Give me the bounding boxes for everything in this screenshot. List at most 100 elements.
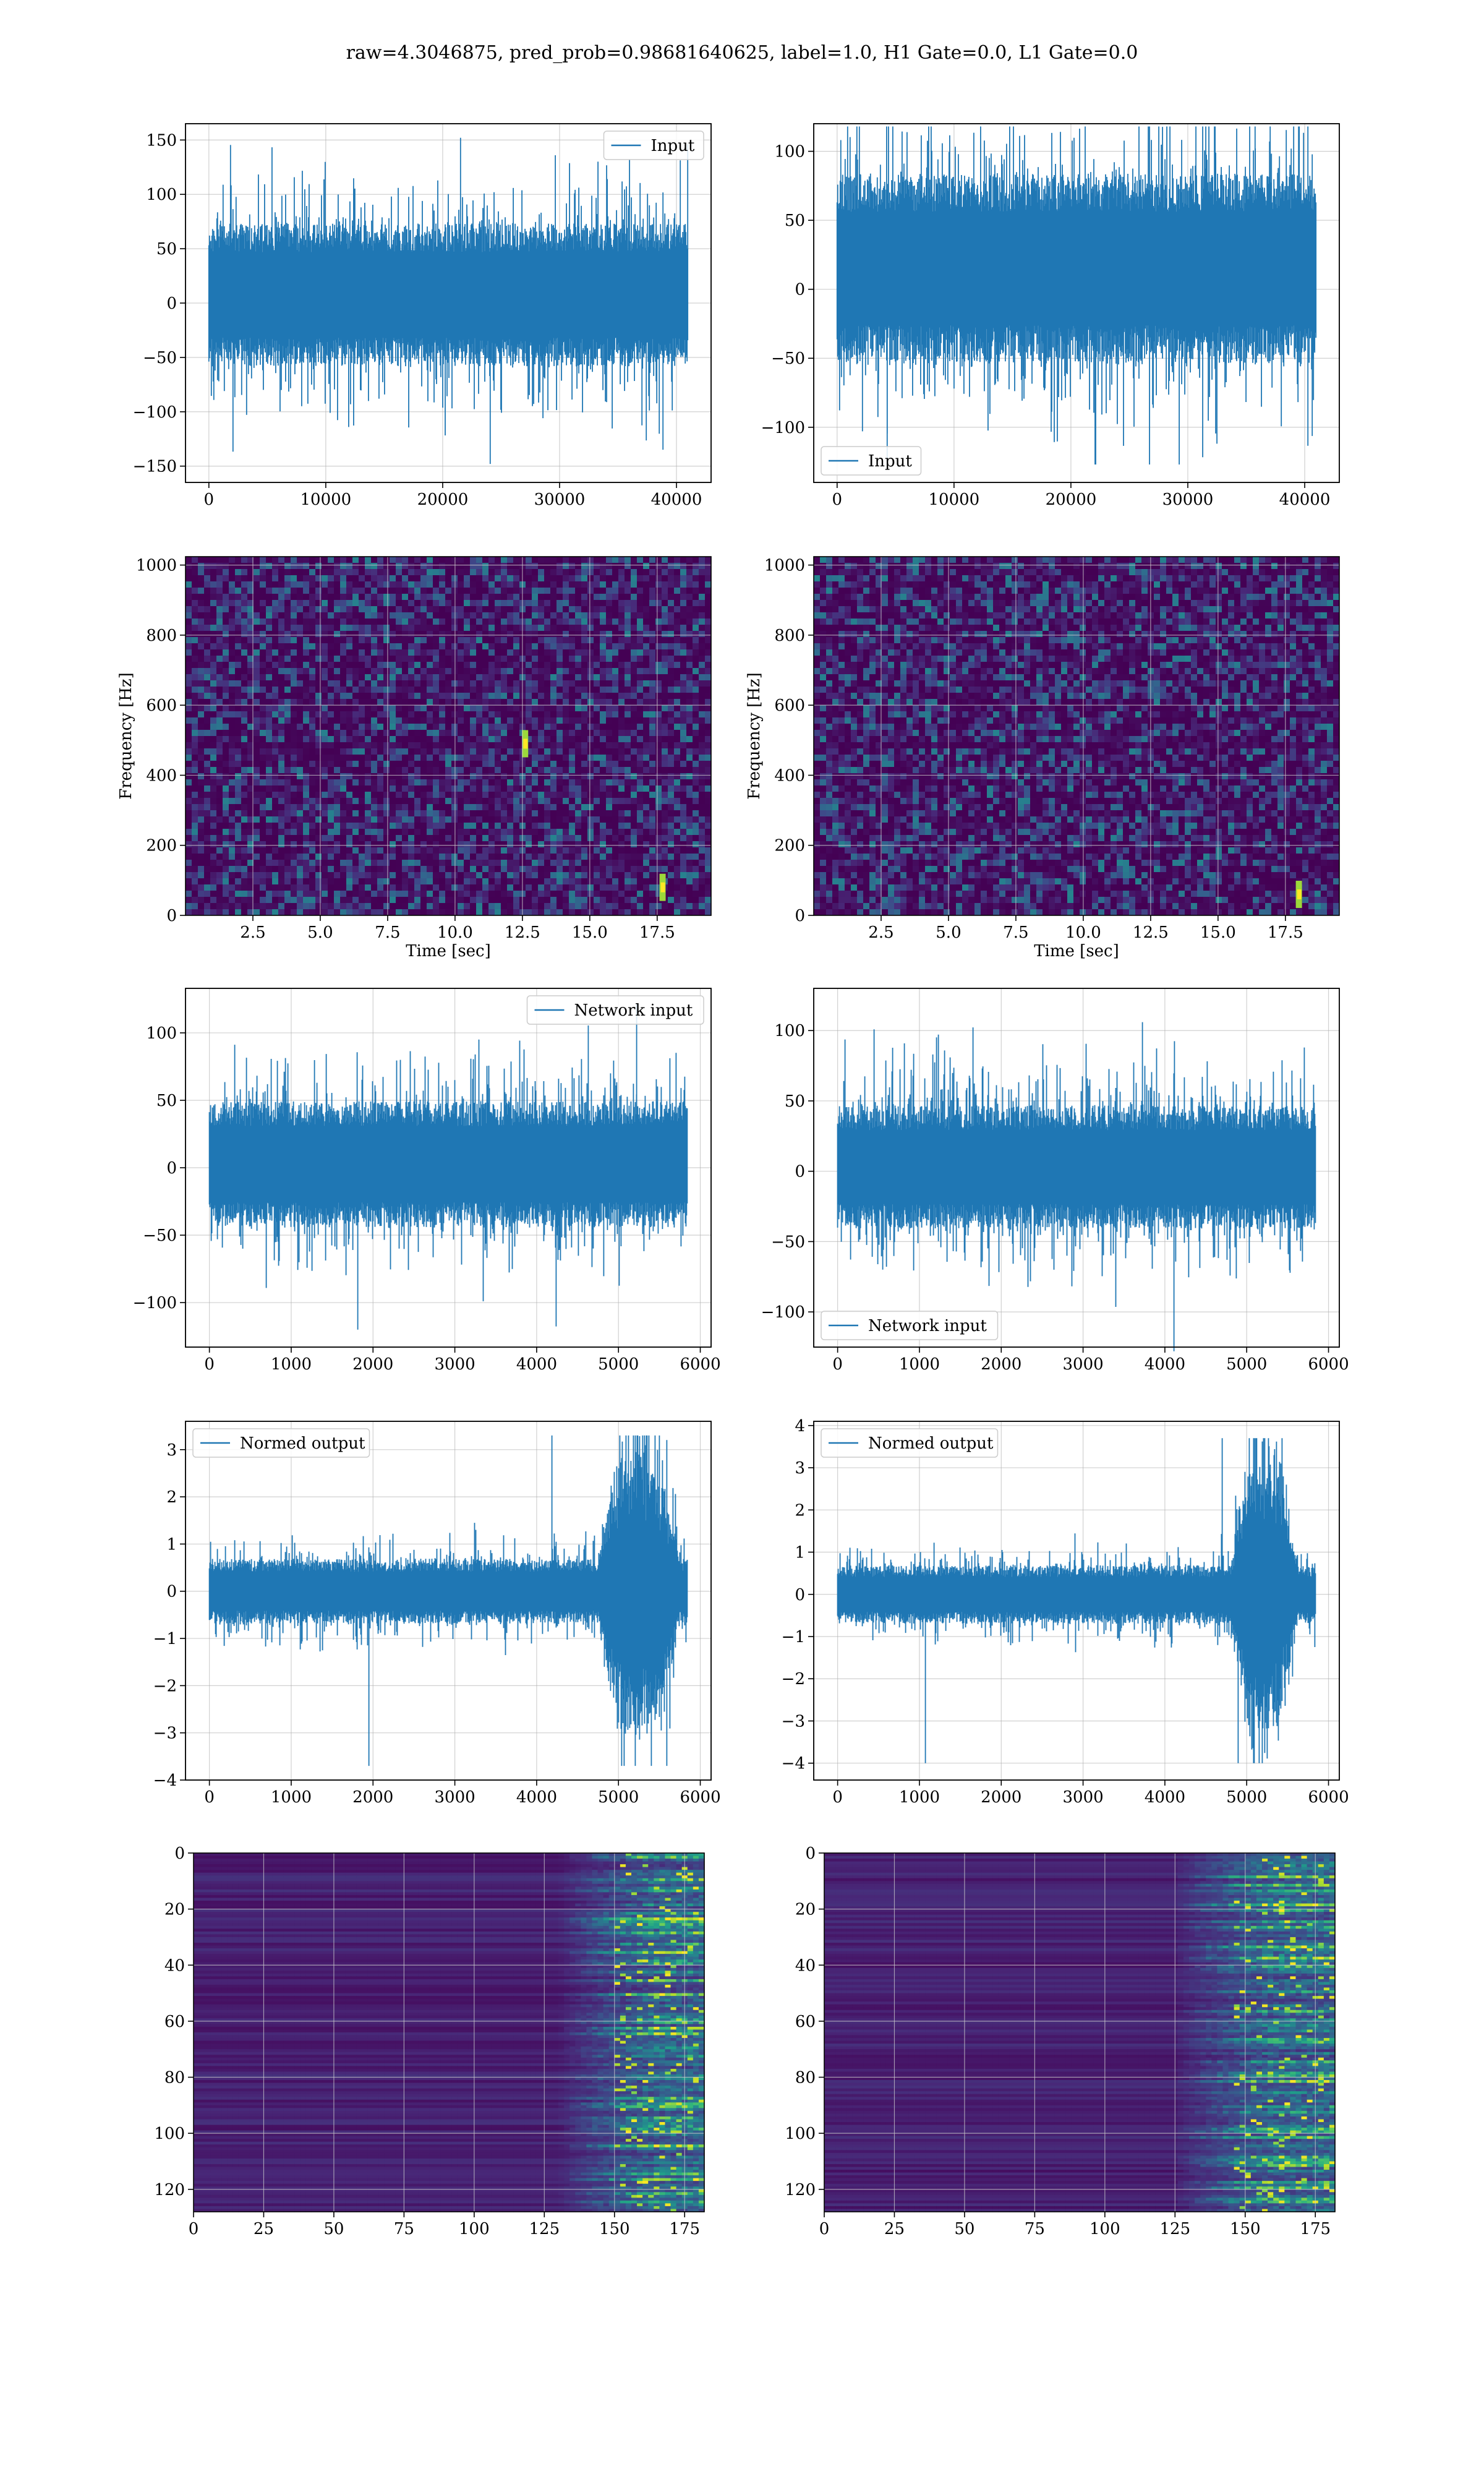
spectrogram-cell bbox=[260, 643, 267, 650]
spectrogram-cell bbox=[674, 724, 681, 730]
spectrogram-cell bbox=[210, 816, 217, 823]
spectrogram-cell bbox=[594, 909, 600, 916]
spectrogram-cell bbox=[464, 860, 471, 867]
spectrogram-cell bbox=[513, 699, 520, 706]
spectrogram-cell bbox=[526, 705, 532, 712]
spectrogram-cell bbox=[414, 705, 421, 712]
spectrogram-cell bbox=[458, 891, 464, 897]
spectrogram-cell bbox=[186, 891, 192, 897]
spectrogram-cell bbox=[198, 891, 205, 897]
spectrogram-cell bbox=[223, 594, 229, 601]
spectrogram-cell bbox=[643, 618, 650, 625]
spectrogram-cell bbox=[198, 903, 205, 910]
spectrogram-cell bbox=[458, 724, 464, 730]
spectrogram-cell bbox=[427, 823, 433, 829]
spectrogram-cell bbox=[359, 878, 365, 885]
spectrogram-cell bbox=[420, 594, 427, 601]
spectrogram-cell bbox=[352, 625, 359, 631]
spectrogram-cell bbox=[315, 724, 322, 730]
spectrogram-cell bbox=[334, 810, 341, 817]
spectrogram-cell bbox=[581, 785, 588, 792]
spectrogram-cell bbox=[297, 588, 304, 594]
spectrogram-cell bbox=[402, 711, 409, 718]
spectrogram-cell bbox=[439, 680, 446, 687]
spectrogram-cell bbox=[439, 711, 446, 718]
spectrogram-cell bbox=[686, 674, 693, 681]
spectrogram-cell bbox=[625, 711, 631, 718]
spectrogram-cell bbox=[192, 841, 198, 848]
spectrogram-cell bbox=[402, 891, 409, 897]
spectrogram-cell bbox=[625, 841, 631, 848]
spectrogram-cell bbox=[581, 699, 588, 706]
spectrogram-cell bbox=[216, 755, 223, 761]
spectrogram-cell bbox=[600, 872, 607, 879]
spectrogram-cell bbox=[334, 878, 341, 885]
spectrogram-cell bbox=[186, 878, 192, 885]
spectrogram-cell bbox=[470, 823, 477, 829]
spectrogram-cell bbox=[266, 897, 273, 904]
spectrogram-cell bbox=[439, 588, 446, 594]
spectrogram-cell bbox=[507, 823, 514, 829]
spectrogram-cell bbox=[216, 730, 223, 737]
spectrogram-cell bbox=[699, 829, 706, 836]
spectrogram-cell bbox=[198, 730, 205, 737]
spectrogram-cell bbox=[414, 612, 421, 619]
spectrogram-cell bbox=[488, 730, 495, 737]
spectrogram-cell bbox=[198, 804, 205, 811]
spectrogram-cell bbox=[272, 575, 279, 582]
spectrogram-cell bbox=[668, 717, 675, 724]
spectrogram-cell bbox=[575, 699, 582, 706]
spectrogram-cell bbox=[674, 606, 681, 613]
spectrogram-cell bbox=[655, 742, 662, 749]
spectrogram-cell bbox=[260, 823, 267, 829]
spectrogram-cell bbox=[198, 897, 205, 904]
spectrogram-cell bbox=[334, 600, 341, 607]
spectrogram-cell bbox=[625, 736, 631, 743]
spectrogram-cell bbox=[594, 581, 600, 588]
spectrogram-cell bbox=[235, 829, 242, 836]
spectrogram-cell bbox=[204, 785, 211, 792]
spectrogram-cell bbox=[408, 909, 415, 916]
spectrogram-cell bbox=[581, 637, 588, 644]
spectrogram-cell bbox=[266, 736, 273, 743]
spectrogram-cell bbox=[396, 866, 403, 873]
spectrogram-cell bbox=[587, 785, 594, 792]
spectrogram-cell bbox=[556, 854, 563, 860]
spectrogram-cell bbox=[291, 575, 297, 582]
spectrogram-cell bbox=[223, 884, 229, 891]
spectrogram-cell bbox=[291, 767, 297, 774]
spectrogram-cell bbox=[668, 792, 675, 798]
spectrogram-cell bbox=[241, 748, 248, 755]
spectrogram-cell bbox=[291, 631, 297, 638]
spectrogram-cell bbox=[488, 631, 495, 638]
spectrogram-cell bbox=[198, 717, 205, 724]
spectrogram-cell bbox=[420, 748, 427, 755]
spectrogram-cell bbox=[501, 637, 508, 644]
spectrogram-cell bbox=[266, 891, 273, 897]
spectrogram-cell bbox=[278, 792, 285, 798]
spectrogram-cell bbox=[359, 643, 365, 650]
spectrogram-cell bbox=[668, 854, 675, 860]
spectrogram-cell bbox=[699, 785, 706, 792]
spectrogram-cell bbox=[322, 575, 328, 582]
spectrogram-cell bbox=[693, 785, 699, 792]
spectrogram-cell bbox=[334, 594, 341, 601]
spectrogram-cell bbox=[402, 742, 409, 749]
spectrogram-cell bbox=[408, 687, 415, 693]
spectrogram-cell bbox=[637, 717, 644, 724]
spectrogram-cell bbox=[637, 674, 644, 681]
spectrogram-cell bbox=[451, 810, 458, 817]
spectrogram-cell bbox=[532, 860, 539, 867]
spectrogram-cell bbox=[612, 773, 619, 780]
spectrogram-cell bbox=[260, 860, 267, 867]
spectrogram-cell bbox=[637, 823, 644, 829]
spectrogram-cell bbox=[383, 662, 390, 669]
spectrogram-cell bbox=[272, 785, 279, 792]
spectrogram-cell bbox=[186, 884, 192, 891]
spectrogram-cell bbox=[322, 618, 328, 625]
spectrogram-cell bbox=[408, 767, 415, 774]
spectrogram-cell bbox=[680, 736, 687, 743]
spectrogram-cell bbox=[204, 755, 211, 761]
spectrogram-cell bbox=[229, 748, 236, 755]
spectrogram-cell bbox=[309, 847, 316, 854]
